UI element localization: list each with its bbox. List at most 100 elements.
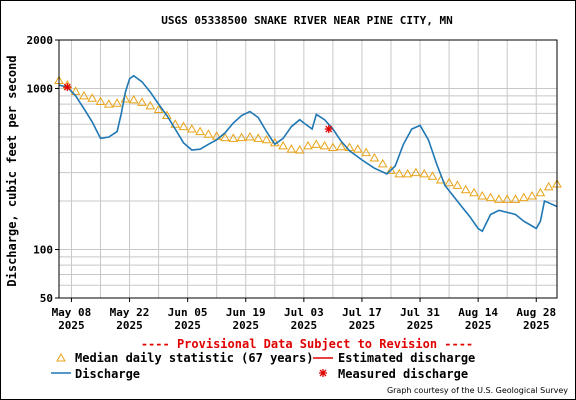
x-tick-label: May 08 <box>52 306 92 319</box>
median-point <box>485 192 496 202</box>
median-point <box>494 194 504 203</box>
median-point <box>203 129 214 138</box>
median-point <box>419 168 430 178</box>
y-tick-label: 50 <box>40 292 53 305</box>
median-point <box>311 139 322 148</box>
median-point <box>518 192 529 202</box>
y-axis-label: Discharge, cubic feet per second <box>5 55 19 286</box>
median-point <box>278 140 288 150</box>
median-point <box>369 153 380 162</box>
x-tick-label: Jul 03 <box>284 306 324 319</box>
median-point <box>411 167 421 177</box>
measured-point <box>63 83 72 92</box>
asterisk-stroke <box>325 125 333 133</box>
median-point <box>153 104 164 114</box>
y-tick-label: 1000 <box>27 82 54 95</box>
x-tick-year: 2025 <box>233 319 260 332</box>
x-tick-label: May 22 <box>110 306 150 319</box>
asterisk-stroke <box>319 369 327 377</box>
median-point <box>178 121 189 131</box>
median-point <box>137 97 147 106</box>
median-point <box>527 190 537 200</box>
median-series <box>54 75 562 203</box>
median-point <box>386 165 396 174</box>
median-point <box>128 94 139 104</box>
median-point <box>469 187 479 197</box>
x-tick-label: Aug 28 <box>516 306 556 319</box>
median-point <box>220 132 230 142</box>
median-point <box>328 142 338 152</box>
median-point <box>394 168 405 178</box>
median-point <box>170 119 181 128</box>
median-point <box>245 131 255 141</box>
discharge-line <box>58 74 558 233</box>
median-point <box>186 124 197 133</box>
x-tick-label: Jun 19 <box>226 306 266 319</box>
median-point <box>236 132 247 142</box>
median-point <box>535 187 546 197</box>
median-point <box>294 144 305 154</box>
x-tick-year: 2025 <box>58 319 85 332</box>
discharge-series <box>58 74 558 233</box>
median-point <box>319 140 330 150</box>
median-point <box>95 96 106 106</box>
x-tick-year: 2025 <box>116 319 143 332</box>
median-point <box>70 86 81 95</box>
asterisk-stroke <box>63 83 71 91</box>
y-tick-label: 2000 <box>27 34 54 47</box>
median-point <box>79 90 89 100</box>
x-tick-year: 2025 <box>523 319 550 332</box>
median-point <box>402 168 413 178</box>
measured-series <box>63 83 333 134</box>
credit-note: Graph courtesy of the U.S. Geological Su… <box>387 386 568 395</box>
grid-lines <box>59 40 557 298</box>
legend: Median daily statistic (67 years) Estimat… <box>51 351 475 381</box>
x-tick-year: 2025 <box>174 319 201 332</box>
provisional-note: ---- Provisional Data Subject to Revisio… <box>141 337 473 351</box>
legend-measured-label: Measured discharge <box>338 367 468 381</box>
x-tick-year: 2025 <box>291 319 318 332</box>
median-point <box>195 126 205 136</box>
median-point <box>427 171 438 180</box>
median-point <box>444 177 454 187</box>
x-tick-label: Jul 31 <box>400 306 440 319</box>
x-tick-label: Jun 05 <box>168 306 208 319</box>
median-point <box>452 180 463 189</box>
median-point <box>303 140 313 150</box>
median-point <box>261 134 272 144</box>
legend-discharge-label: Discharge <box>75 367 140 381</box>
plot-border <box>58 39 558 299</box>
median-point <box>460 184 471 194</box>
x-tick-year: 2025 <box>407 319 434 332</box>
legend-median-marker <box>56 352 66 362</box>
median-point <box>510 194 521 203</box>
median-point <box>361 147 371 157</box>
x-tick-year: 2025 <box>349 319 376 332</box>
median-point <box>502 194 513 203</box>
y-tick-label: 100 <box>33 244 53 257</box>
median-point <box>228 133 239 142</box>
y-tick-labels: 2000 1000 100 50 <box>27 34 59 305</box>
median-point <box>352 144 363 153</box>
median-point <box>377 158 388 168</box>
median-point <box>477 190 488 200</box>
x-tick-label: Jul 17 <box>342 306 382 319</box>
x-tick-year: 2025 <box>465 319 492 332</box>
median-point <box>162 110 172 119</box>
median-point <box>286 144 297 153</box>
median-point <box>336 141 347 151</box>
legend-estimated-label: Estimated discharge <box>338 351 475 365</box>
median-point <box>543 181 554 191</box>
median-point <box>87 93 98 102</box>
x-tick-label: Aug 14 <box>458 306 498 319</box>
median-point <box>112 98 122 107</box>
median-point <box>253 133 264 142</box>
median-point <box>145 100 156 110</box>
legend-measured-marker <box>319 369 327 377</box>
median-point <box>103 99 114 108</box>
chart-title: USGS 05338500 SNAKE RIVER NEAR PINE CITY… <box>161 14 452 27</box>
legend-median-label: Median daily statistic (67 years) <box>75 351 313 365</box>
